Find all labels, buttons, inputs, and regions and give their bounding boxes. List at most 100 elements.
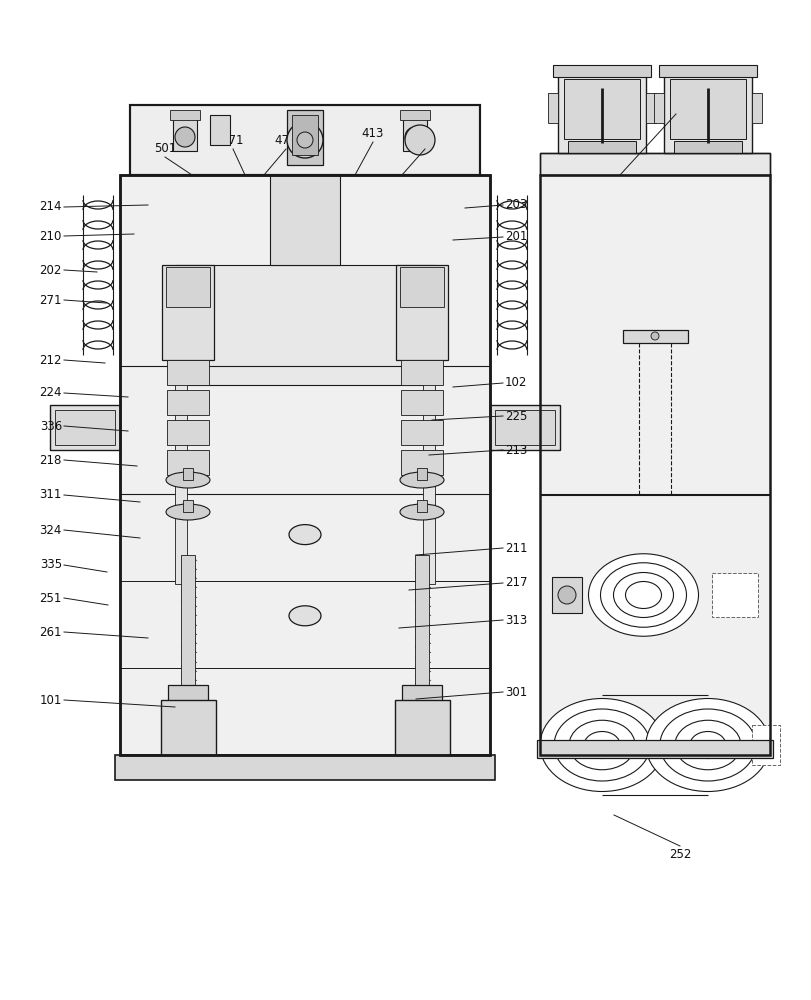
Ellipse shape xyxy=(588,554,697,636)
Bar xyxy=(402,113,427,151)
Bar xyxy=(401,450,443,475)
Circle shape xyxy=(297,132,312,148)
Circle shape xyxy=(405,125,435,155)
Bar xyxy=(401,390,443,415)
Text: 271: 271 xyxy=(40,294,62,306)
Ellipse shape xyxy=(400,472,444,488)
Bar xyxy=(547,93,557,123)
Bar xyxy=(165,267,210,307)
Text: 324: 324 xyxy=(40,524,62,536)
Bar xyxy=(489,405,560,450)
Bar xyxy=(551,577,581,613)
Bar xyxy=(536,740,772,758)
Circle shape xyxy=(650,332,659,340)
Bar xyxy=(130,105,479,175)
Bar xyxy=(673,141,741,153)
Ellipse shape xyxy=(659,709,755,781)
Text: 214: 214 xyxy=(40,200,62,214)
Bar xyxy=(663,73,751,153)
Bar xyxy=(751,725,779,765)
Text: 201: 201 xyxy=(504,231,526,243)
Bar xyxy=(168,685,208,715)
Text: 335: 335 xyxy=(40,558,62,572)
Text: 471: 471 xyxy=(221,134,244,147)
Bar xyxy=(711,573,757,617)
Bar xyxy=(751,93,761,123)
Bar xyxy=(181,555,195,685)
Text: 203: 203 xyxy=(504,198,526,212)
Text: 311: 311 xyxy=(40,488,62,502)
Bar xyxy=(401,685,441,715)
Bar xyxy=(173,113,197,151)
Circle shape xyxy=(557,586,575,604)
Bar xyxy=(120,175,489,755)
Bar xyxy=(169,110,200,120)
Bar xyxy=(396,265,448,360)
Bar xyxy=(50,405,120,450)
Text: 224: 224 xyxy=(40,386,62,399)
Bar xyxy=(401,360,443,385)
Text: 261: 261 xyxy=(40,626,62,639)
Ellipse shape xyxy=(165,472,210,488)
Bar xyxy=(167,450,208,475)
Text: 102: 102 xyxy=(504,376,526,389)
Bar xyxy=(130,105,479,175)
Text: 202: 202 xyxy=(40,263,62,276)
Bar xyxy=(55,410,115,445)
Text: 301: 301 xyxy=(504,686,526,698)
Bar xyxy=(286,110,323,165)
Bar xyxy=(394,700,449,755)
Text: 210: 210 xyxy=(40,230,62,242)
Bar xyxy=(564,79,639,139)
Ellipse shape xyxy=(583,732,620,758)
Circle shape xyxy=(175,127,195,147)
Bar xyxy=(115,755,495,780)
Bar xyxy=(292,115,318,155)
Bar xyxy=(669,79,745,139)
Bar xyxy=(414,555,428,685)
Ellipse shape xyxy=(613,572,672,617)
Bar xyxy=(182,500,193,512)
Text: 101: 101 xyxy=(40,694,62,706)
Bar xyxy=(167,420,208,445)
Bar xyxy=(130,105,479,175)
Bar xyxy=(659,65,756,77)
Ellipse shape xyxy=(289,606,320,626)
Circle shape xyxy=(286,122,323,158)
Bar xyxy=(539,153,769,175)
Ellipse shape xyxy=(400,504,444,520)
Bar xyxy=(417,500,427,512)
Ellipse shape xyxy=(645,698,769,792)
Text: 313: 313 xyxy=(504,613,526,626)
Bar xyxy=(167,390,208,415)
Bar xyxy=(167,360,208,385)
Text: 472: 472 xyxy=(274,134,297,147)
Ellipse shape xyxy=(569,720,634,770)
Bar xyxy=(646,93,655,123)
Bar xyxy=(622,330,687,343)
Ellipse shape xyxy=(539,698,663,792)
Text: 252: 252 xyxy=(668,848,690,861)
Text: 501: 501 xyxy=(154,142,176,155)
Bar xyxy=(120,175,489,755)
Bar xyxy=(401,420,443,445)
Bar xyxy=(270,175,340,265)
Bar xyxy=(210,115,230,145)
Text: 211: 211 xyxy=(504,542,527,554)
Bar xyxy=(423,265,435,584)
Bar xyxy=(417,468,427,480)
Bar xyxy=(539,153,769,175)
Ellipse shape xyxy=(289,525,320,545)
Text: 251: 251 xyxy=(40,591,62,604)
Ellipse shape xyxy=(600,563,685,627)
Text: 225: 225 xyxy=(504,410,526,422)
Text: 336: 336 xyxy=(40,420,62,432)
Bar xyxy=(400,267,444,307)
Ellipse shape xyxy=(165,504,210,520)
Ellipse shape xyxy=(674,720,740,770)
Bar xyxy=(175,265,435,385)
Bar xyxy=(161,700,216,755)
Text: 414: 414 xyxy=(664,99,686,112)
Circle shape xyxy=(405,127,424,147)
Text: 420: 420 xyxy=(414,134,436,147)
